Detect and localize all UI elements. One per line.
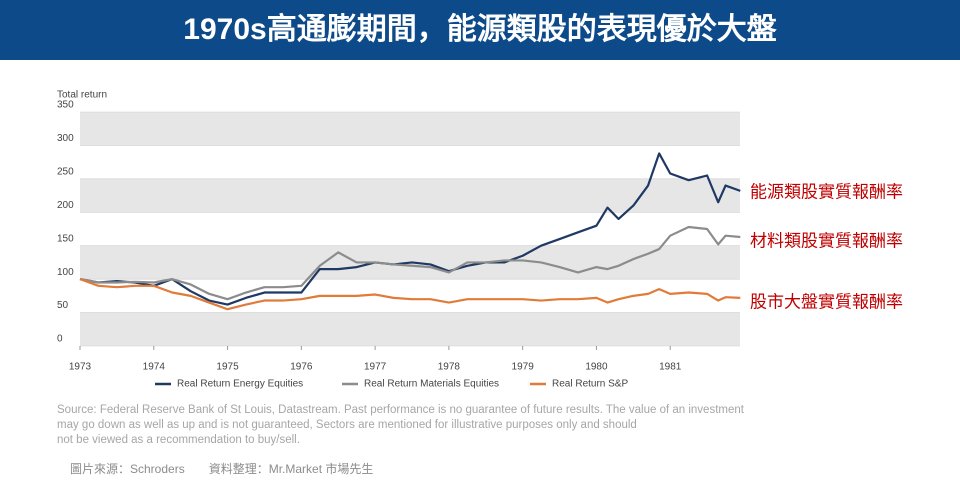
y-tick-label: 0 — [57, 334, 63, 345]
line-series — [79, 225, 741, 301]
y-tick-label: 250 — [57, 166, 74, 177]
legend-label: Real Return S&P — [552, 379, 628, 390]
x-tick-label: 1980 — [585, 362, 608, 373]
x-tick-label: 1978 — [438, 362, 461, 373]
annotation: 能源類股實質報酬率 — [750, 182, 903, 201]
x-tick-label: 1979 — [512, 362, 535, 373]
annotation: 材料類股實質報酬率 — [750, 231, 903, 250]
y-axis-label: Total return — [57, 90, 107, 101]
x-tick-label: 1976 — [290, 362, 313, 373]
x-tick-label: 1981 — [659, 362, 682, 373]
annotation: 股市大盤實質報酬率 — [750, 292, 903, 311]
x-tick-label: 1977 — [364, 362, 387, 373]
grid-band — [80, 178, 740, 213]
line-series — [79, 278, 741, 311]
header-bar — [0, 0, 960, 60]
slide-title: 1970s高通膨期間，能源類股的表現優於大盤 — [183, 12, 776, 46]
line-series — [79, 152, 741, 306]
x-tick-label: 1974 — [143, 362, 166, 373]
footer-credit: 圖片來源：Schroders 資料整理：Mr.Market 市場先生 — [70, 461, 373, 476]
x-tick-label: 1973 — [69, 362, 92, 373]
legend-label: Real Return Materials Equities — [364, 379, 499, 390]
source-note: Source: Federal Reserve Bank of St Louis… — [57, 404, 745, 416]
grid-band — [80, 312, 740, 346]
source-note: may go down as well as up and is not gua… — [57, 419, 637, 431]
source-note: not be viewed as a recommendation to buy… — [57, 434, 300, 446]
y-tick-label: 350 — [57, 100, 74, 111]
y-tick-label: 100 — [57, 267, 74, 278]
grid-band — [80, 112, 740, 146]
x-tick-label: 1975 — [216, 362, 239, 373]
legend-label: Real Return Energy Equities — [177, 379, 303, 390]
y-tick-label: 150 — [57, 233, 74, 244]
y-tick-label: 50 — [57, 300, 69, 311]
y-tick-label: 300 — [57, 133, 74, 144]
y-tick-label: 200 — [57, 200, 74, 211]
